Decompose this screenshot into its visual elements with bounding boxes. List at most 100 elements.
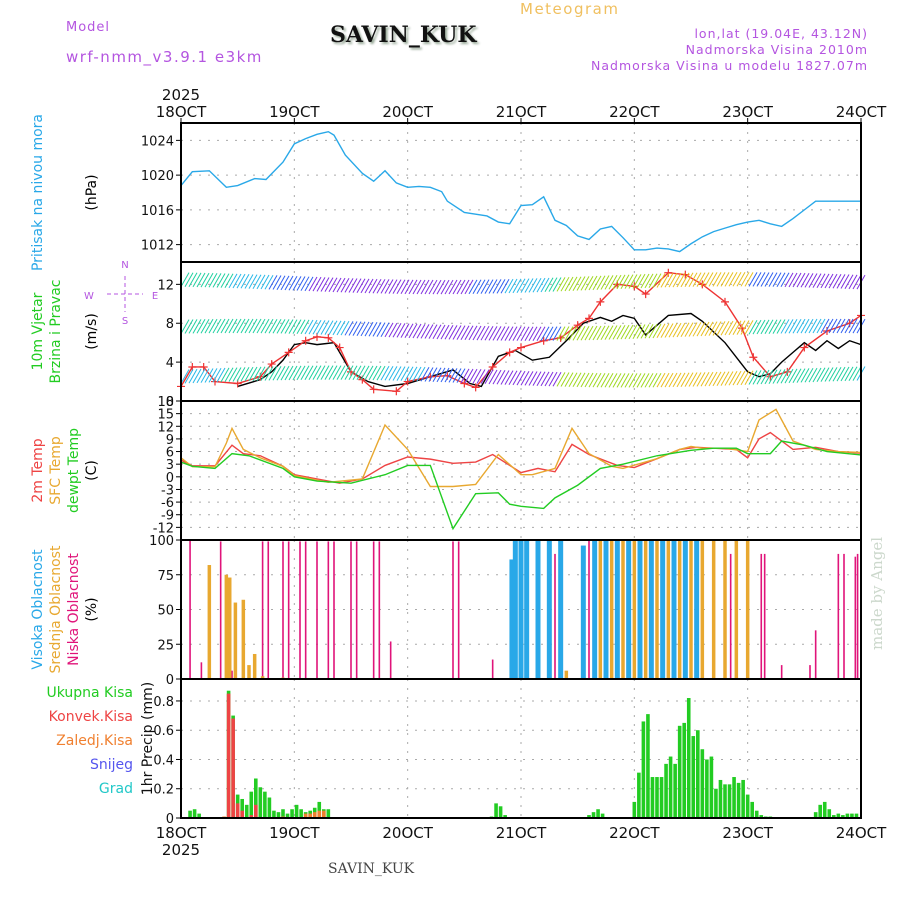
wind-arrow xyxy=(796,272,806,288)
y-tick-label: 8 xyxy=(166,317,174,332)
bottom-year-label: 2025 xyxy=(162,841,200,859)
wind-arrow xyxy=(472,279,482,295)
compass-w: W xyxy=(84,291,94,302)
top-tick-label: 21OCT xyxy=(496,103,547,121)
wind-arrow xyxy=(180,272,190,287)
wind-arrow xyxy=(388,279,398,294)
wind-arrow xyxy=(712,272,722,287)
wind-arrow xyxy=(492,279,502,294)
wind-arrow xyxy=(560,326,570,341)
panel-frame xyxy=(180,678,862,819)
y-tick-label: -3 xyxy=(161,483,174,498)
wind-arrow xyxy=(232,367,242,382)
wind-arrow xyxy=(548,277,558,292)
wind-arrow xyxy=(244,318,254,334)
wind-arrow xyxy=(432,324,442,340)
gust-marker xyxy=(585,314,593,323)
wind-arrow xyxy=(852,366,862,381)
wind-arrow xyxy=(328,320,338,335)
wind-arrow xyxy=(424,367,434,382)
wind-arrow xyxy=(612,274,622,290)
bar-srednja-oblacnost xyxy=(689,540,693,679)
wind-arrow xyxy=(612,373,622,388)
bar-srednja-oblacnost xyxy=(227,577,232,679)
wind-arrow xyxy=(732,320,742,336)
bar-srednja-oblacnost xyxy=(666,540,671,679)
wind-arrow xyxy=(272,366,282,381)
wind-arrow xyxy=(752,370,762,385)
wind-arrow xyxy=(812,367,822,383)
wind-arrow xyxy=(732,272,742,287)
series-line-2m-temp xyxy=(180,431,862,484)
wind-arrow xyxy=(632,373,642,388)
wind-arrow xyxy=(292,365,302,381)
wind-arrow xyxy=(792,368,802,383)
wind-arrow xyxy=(700,371,710,387)
wind-arrow xyxy=(812,273,822,288)
wind-arrow xyxy=(776,319,786,334)
y-tick-label: 1024 xyxy=(141,134,174,149)
wind-arrow xyxy=(500,370,510,385)
wind-arrow xyxy=(496,326,506,341)
y-tick-label: 1012 xyxy=(141,239,174,254)
wind-arrow xyxy=(680,272,690,288)
wind-arrow xyxy=(380,365,390,381)
bar-ukupna-kisa xyxy=(197,813,201,818)
bar-srednja-oblacnost xyxy=(632,540,637,679)
wind-arrow xyxy=(192,272,202,288)
wind-arrow xyxy=(544,326,554,341)
wind-arrow xyxy=(828,318,838,334)
wind-arrow xyxy=(644,273,654,289)
wind-arrow xyxy=(772,369,782,384)
bar-visoka-oblacnost xyxy=(694,540,700,679)
wind-arrow xyxy=(416,366,426,382)
bottom-tick-label: 18OCT xyxy=(156,824,207,842)
wind-arrow xyxy=(564,372,574,387)
bar-zaledj-kisa xyxy=(312,812,317,818)
wind-arrow xyxy=(728,371,738,386)
bar-ukupna-kisa xyxy=(285,813,290,818)
wind-arrow xyxy=(324,320,334,335)
wind-arrow xyxy=(292,319,302,334)
lonlat-label: lon,lat (19.04E, 43.12N) xyxy=(694,26,868,41)
bar-ukupna-kisa xyxy=(290,809,294,818)
wind-arrow xyxy=(524,326,534,341)
bar-srednja-oblacnost xyxy=(643,540,648,679)
panel-cloud_cover: 0 25 50 75 100 Visoka Oblacnost Srednja Oblacn… xyxy=(30,534,862,688)
wind-arrow xyxy=(848,318,858,334)
wind-arrow xyxy=(320,320,330,335)
bar-srednja-oblacnost xyxy=(241,599,246,679)
wind-arrow xyxy=(436,367,446,383)
wind-arrow xyxy=(704,272,714,287)
bar-niska-oblacnost xyxy=(299,541,301,679)
wind-arrow xyxy=(412,366,422,382)
gust-marker xyxy=(335,343,344,352)
wind-arrow xyxy=(524,278,534,293)
precip-legend-item: Grad xyxy=(99,781,133,797)
wind-arrow xyxy=(276,319,286,334)
wind-arrow xyxy=(304,319,314,335)
bar-niska-oblacnost xyxy=(760,553,763,679)
wind-arrow xyxy=(360,365,370,381)
wind-arrow xyxy=(268,366,278,381)
bar-ukupna-kisa xyxy=(696,730,700,818)
wind-arrow xyxy=(724,272,734,287)
wind-arrow xyxy=(756,369,766,385)
wind-arrow xyxy=(232,318,242,334)
y-tick-label: 4 xyxy=(166,356,174,371)
wind-arrow xyxy=(304,365,314,380)
wind-arrow xyxy=(652,273,662,288)
wind-arrow xyxy=(476,369,486,384)
wind-arrow xyxy=(340,277,350,293)
wind-arrow xyxy=(416,279,426,295)
bar-visoka-oblacnost xyxy=(546,540,552,679)
wind-arrow xyxy=(844,274,854,289)
wind-arrow xyxy=(664,323,674,338)
series-line-mslp xyxy=(180,130,861,253)
wind-arrow xyxy=(512,278,522,294)
bar-ukupna-kisa xyxy=(700,749,705,818)
bar-ukupna-kisa xyxy=(258,787,263,818)
wind-arrow xyxy=(384,322,394,338)
wind-arrow xyxy=(736,320,746,335)
bar-ukupna-kisa xyxy=(276,812,281,818)
